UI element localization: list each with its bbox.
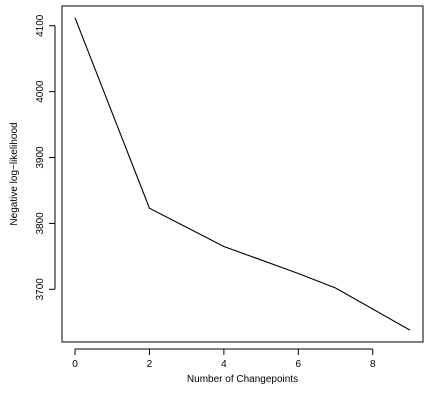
y-tick-label: 4100 <box>35 14 46 37</box>
x-axis-title: Number of Changepoints <box>187 374 298 385</box>
y-tick-label: 3900 <box>35 146 46 169</box>
x-axis: 0 2 4 6 8 <box>72 348 376 370</box>
x-tick-label: 2 <box>147 359 153 370</box>
x-tick-label: 4 <box>221 359 227 370</box>
y-tick-label: 3800 <box>35 212 46 235</box>
y-axis: 3700 3800 3900 4000 4100 <box>35 14 56 301</box>
y-axis-title: Negative log−likelihood <box>9 122 20 225</box>
series-line <box>74 17 411 331</box>
y-tick-label: 4000 <box>35 80 46 103</box>
y-tick-label: 3700 <box>35 278 46 301</box>
x-tick-label: 0 <box>72 359 78 370</box>
series-layer <box>74 17 411 331</box>
x-tick-label: 8 <box>370 359 376 370</box>
x-tick-label: 6 <box>296 359 302 370</box>
plot-frame <box>61 5 424 343</box>
